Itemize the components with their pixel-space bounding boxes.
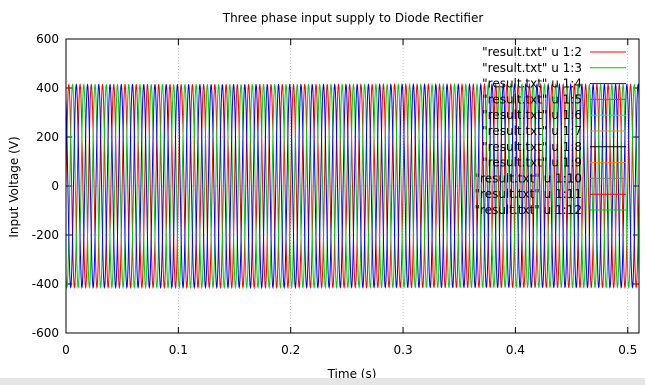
y-tick-label: 400 <box>36 81 59 95</box>
plot-frame <box>65 38 640 334</box>
y-tick-label: -400 <box>32 277 59 291</box>
y-tick-label: 200 <box>36 130 59 144</box>
series-lines <box>65 82 640 290</box>
x-tick-label: 0.3 <box>394 343 413 357</box>
series-line <box>65 82 640 290</box>
legend-label: "result.txt" u 1:7 <box>482 124 582 138</box>
y-tick-label: 600 <box>36 32 59 46</box>
legend-label: "result.txt" u 1:6 <box>482 108 582 122</box>
series-line <box>65 82 640 290</box>
y-tick-label: -600 <box>32 326 59 340</box>
x-tick-label: 0.4 <box>506 343 525 357</box>
y-tick-label: 0 <box>51 179 59 193</box>
x-tick-label: 0.1 <box>169 343 188 357</box>
legend-label: "result.txt" u 1:9 <box>482 156 582 170</box>
x-tick-label: 0.5 <box>618 343 637 357</box>
legend-label: "result.txt" u 1:11 <box>475 187 583 201</box>
legend-label: "result.txt" u 1:3 <box>482 61 582 75</box>
legend-label: "result.txt" u 1:5 <box>482 92 582 106</box>
legend-label: "result.txt" u 1:10 <box>475 171 583 185</box>
legend: "result.txt" u 1:2 "result.txt" u 1:3 "res… <box>475 45 626 217</box>
series-line <box>65 82 640 290</box>
legend-label: "result.txt" u 1:12 <box>475 203 583 217</box>
legend-label: "result.txt" u 1:4 <box>482 77 582 91</box>
legend-label: "result.txt" u 1:8 <box>482 140 582 154</box>
y-axis-label: Input Voltage (V) <box>7 136 21 237</box>
x-axis-label: Time (s) <box>327 367 377 381</box>
bottom-strip <box>0 378 645 385</box>
y-tick-label: -200 <box>32 228 59 242</box>
ticks: -600 -400 -200 0 200 400 600 0 0.1 0.2 0.3 0.4 0.5 <box>32 32 639 357</box>
x-tick-label: 0 <box>62 343 70 357</box>
legend-label: "result.txt" u 1:2 <box>482 45 582 59</box>
x-tick-label: 0.2 <box>281 343 300 357</box>
chart-title: Three phase input supply to Diode Rectif… <box>222 11 484 25</box>
